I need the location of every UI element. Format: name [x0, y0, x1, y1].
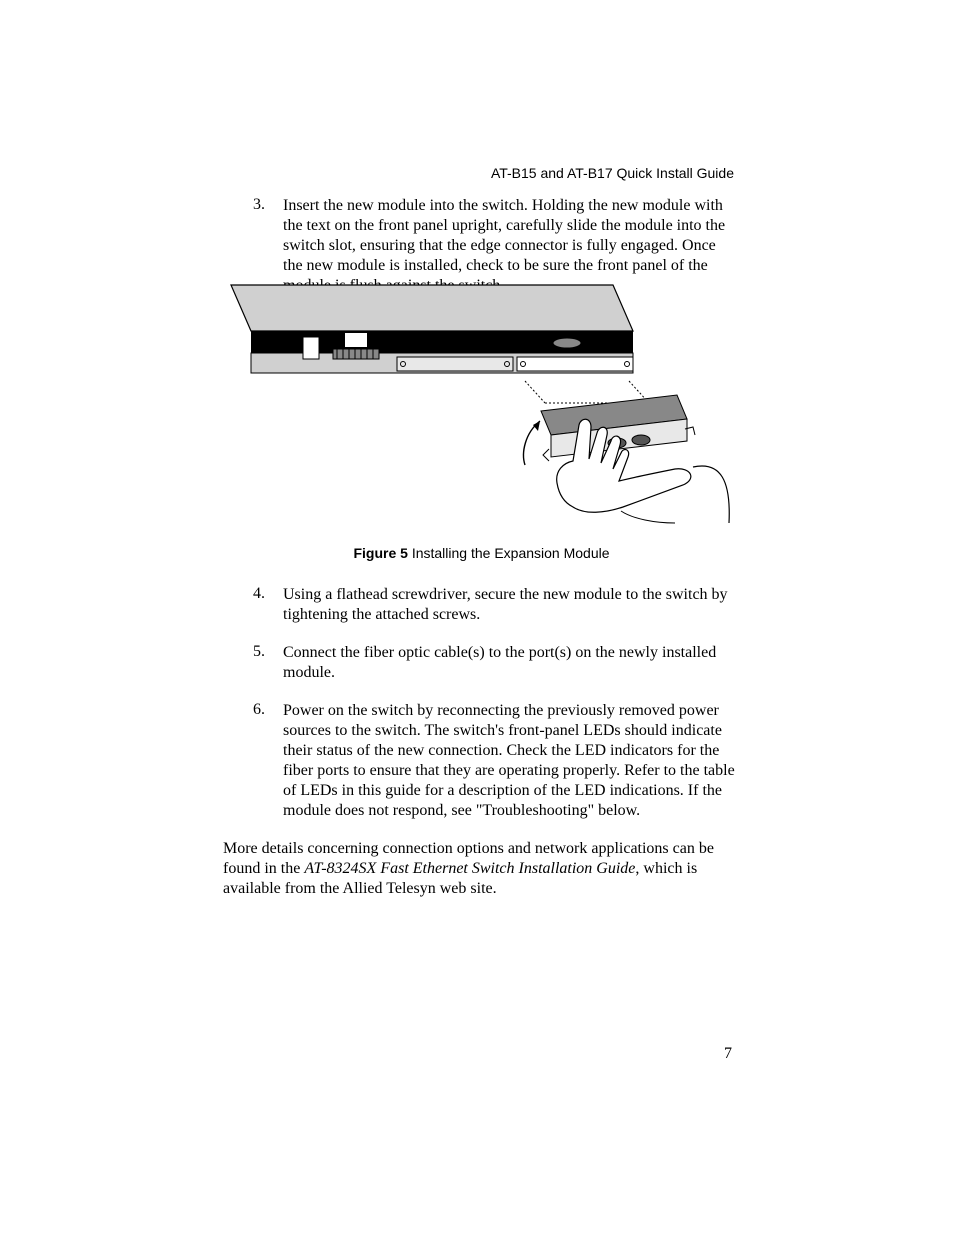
list-number: 5.	[253, 643, 283, 683]
closing-italic: AT-8324SX Fast Ethernet Switch Installat…	[304, 860, 635, 877]
list-number: 6.	[253, 701, 283, 821]
expansion-module-install-illustration	[225, 283, 738, 528]
list-text: Connect the fiber optic cable(s) to the …	[283, 643, 738, 683]
list-number: 3.	[253, 196, 283, 296]
list-text: Using a flathead screwdriver, secure the…	[283, 585, 738, 625]
body-column-bottom: 4. Using a flathead screwdriver, secure …	[253, 585, 738, 899]
figure-label-bold: Figure 5	[353, 545, 407, 561]
figure-label-text: Installing the Expansion Module	[408, 545, 610, 561]
list-item-5: 5. Connect the fiber optic cable(s) to t…	[253, 643, 738, 683]
list-number: 4.	[253, 585, 283, 625]
page: AT-B15 and AT-B17 Quick Install Guide 3.…	[0, 0, 954, 1235]
closing-paragraph: More details concerning connection optio…	[223, 839, 738, 899]
list-item-6: 6. Power on the switch by reconnecting t…	[253, 701, 738, 821]
list-text: Insert the new module into the switch. H…	[283, 196, 738, 296]
list-item-3: 3. Insert the new module into the switch…	[253, 196, 738, 296]
figure-5: Figure 5 Installing the Expansion Module	[225, 283, 738, 561]
figure-caption: Figure 5 Installing the Expansion Module	[225, 545, 738, 561]
list-item-4: 4. Using a flathead screwdriver, secure …	[253, 585, 738, 625]
running-header: AT-B15 and AT-B17 Quick Install Guide	[491, 165, 734, 181]
list-text: Power on the switch by reconnecting the …	[283, 701, 738, 821]
page-number: 7	[724, 1045, 732, 1063]
